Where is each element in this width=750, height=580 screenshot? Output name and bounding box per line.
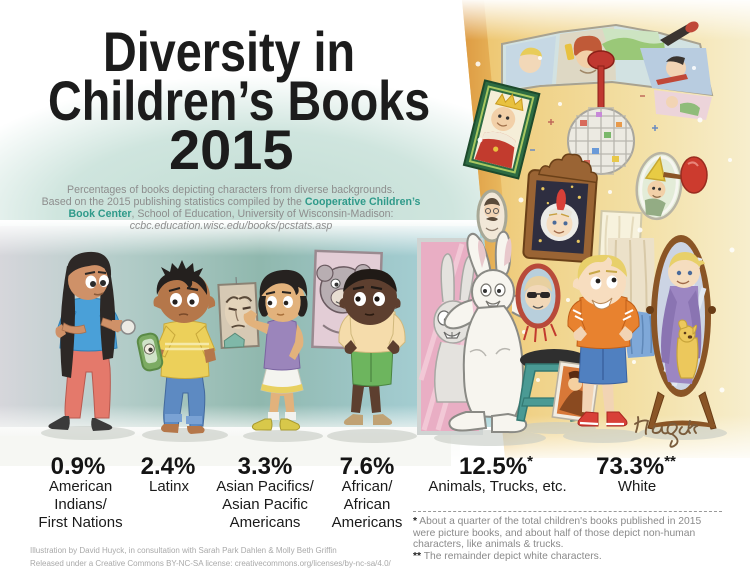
svg-text:2015: 2015 [169,118,294,181]
svg-text:Diversity in: Diversity in [103,20,355,83]
svg-text:Children’s Books: Children’s Books [48,69,430,132]
